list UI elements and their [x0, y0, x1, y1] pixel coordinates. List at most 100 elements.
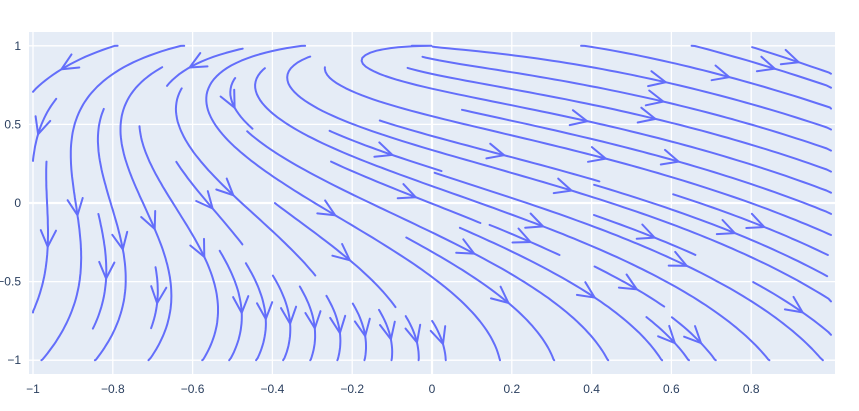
x-tick-label: −0.2 [340, 382, 364, 396]
streamline [40, 44, 186, 362]
y-tick-label: 0.5 [4, 117, 21, 131]
y-tick-label: −0.5 [0, 275, 21, 289]
streamline-arrow [429, 325, 447, 347]
streamline [175, 160, 244, 246]
x-tick-label: −0.4 [261, 382, 285, 396]
streamline-arrow [150, 285, 168, 306]
x-tick-label: 0.8 [743, 382, 760, 396]
streamline [91, 213, 108, 330]
streamline-arrow [404, 323, 422, 345]
streamline-arrow [187, 52, 209, 69]
streamline [32, 160, 49, 314]
streamline-arrow [636, 106, 658, 124]
streamline [32, 44, 119, 93]
streamline [404, 315, 420, 362]
streamline [205, 44, 501, 362]
streamline-arrow [256, 301, 274, 322]
streamline [593, 214, 697, 256]
streamline-arrow [195, 190, 215, 211]
streamline-arrow [215, 177, 236, 197]
streamline [360, 44, 832, 194]
streamline [593, 183, 829, 278]
streamline-arrow [455, 238, 477, 255]
streamline-arrow [745, 212, 767, 229]
streamline [645, 316, 690, 362]
x-tick-label: −0.6 [181, 382, 205, 396]
y-tick-label: 0 [14, 196, 21, 210]
streamline-arrow [644, 89, 666, 107]
streamline [229, 77, 254, 130]
streamline [323, 66, 832, 236]
streamline [461, 108, 832, 215]
streamline [246, 130, 610, 362]
streamline-arrow [511, 227, 533, 244]
streamline-arrow [490, 285, 511, 305]
streamline [378, 119, 601, 183]
streamline-arrow [353, 317, 371, 339]
streamline [458, 226, 664, 362]
x-tick-label: 0.4 [583, 382, 600, 396]
streamline [752, 281, 832, 336]
streamline-arrow [34, 115, 52, 137]
x-tick-label: −0.8 [101, 382, 125, 396]
streamline-arrow [39, 229, 57, 250]
streamline-arrow [755, 55, 778, 73]
streamline-arrow [524, 212, 546, 229]
streamline-arrow [568, 109, 590, 127]
streamline [378, 308, 394, 362]
streamline [273, 202, 397, 309]
streamline [218, 249, 243, 362]
streamline [93, 107, 127, 362]
streamline-arrow [140, 210, 157, 232]
y-tick-label: −1 [7, 353, 21, 367]
streamline [431, 45, 832, 131]
streamline [286, 55, 832, 303]
streamline [166, 47, 244, 87]
streamline-arrow [316, 199, 338, 217]
streamline [254, 67, 771, 362]
streamline-arrow [779, 48, 801, 66]
streamline [174, 87, 317, 277]
streamline [138, 125, 219, 362]
streamline [298, 285, 317, 362]
streamline-arrow [331, 243, 352, 262]
streamline [431, 319, 447, 362]
streamline-arrow [111, 230, 129, 252]
streamline [406, 66, 832, 173]
x-tick-label: 0.6 [663, 382, 680, 396]
streamline-arrow [219, 88, 236, 110]
streamline [325, 294, 342, 362]
streamline [244, 262, 267, 362]
streamline-arrow [379, 320, 396, 342]
streamline-arrow [587, 146, 609, 163]
streamline-arrow [552, 177, 574, 195]
streamline [328, 129, 443, 173]
streamline [421, 55, 832, 152]
streamline [351, 302, 367, 362]
streamline-arrow [657, 324, 677, 345]
streamline-arrow [659, 148, 681, 166]
streamline [433, 171, 824, 362]
streamline [580, 44, 832, 110]
streamline-arrow [710, 64, 732, 82]
streamline [119, 66, 173, 362]
streamline [271, 274, 292, 362]
streamline-arrow [280, 305, 298, 327]
streamline-arrow [617, 273, 639, 291]
y-tick-label: 1 [14, 39, 21, 53]
streamline-arrow [647, 70, 669, 88]
streamline-arrow [575, 281, 597, 299]
streamline-arrow [373, 141, 395, 158]
streamline-arrow [635, 223, 657, 240]
streamline [672, 193, 829, 256]
streamline [593, 265, 666, 308]
x-tick-label: 0.2 [503, 382, 520, 396]
streamline [150, 266, 159, 330]
x-tick-label: 0 [429, 382, 436, 396]
streamline-arrow [683, 325, 703, 345]
streamline-arrow [304, 310, 322, 331]
streamline [488, 223, 561, 256]
streamline-arrow [232, 295, 250, 316]
